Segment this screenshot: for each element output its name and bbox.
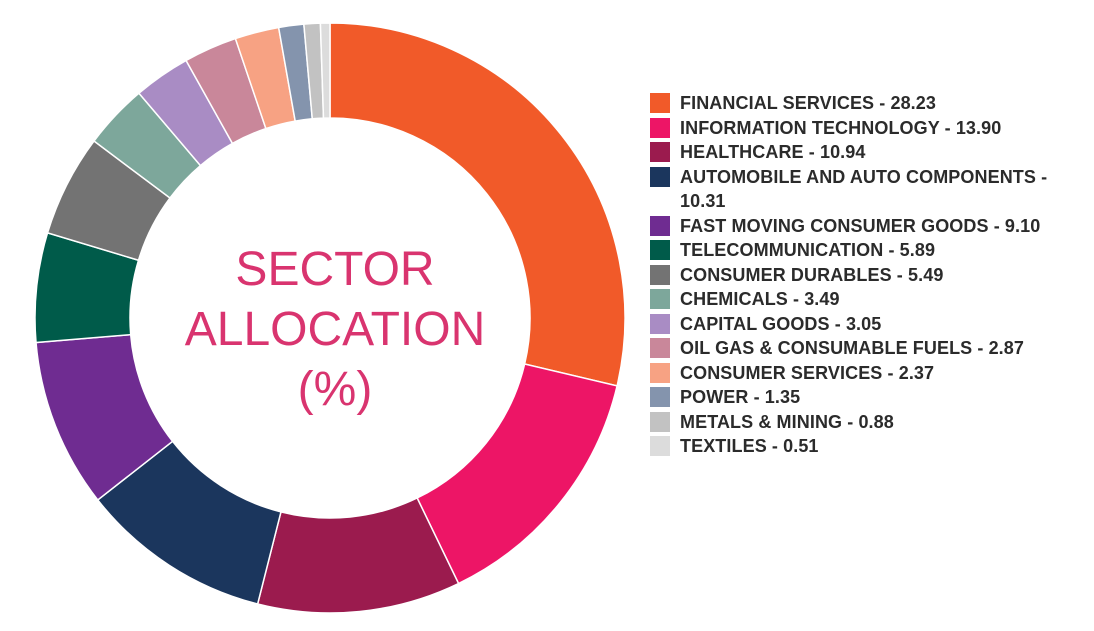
pie-slice-14 — [319, 22, 331, 119]
legend-swatch — [650, 338, 670, 358]
legend-item-6: TELECOMMUNICATION - 5.89 — [650, 238, 1090, 263]
chart-title: SECTOR ALLOCATION (%) — [150, 240, 520, 420]
legend-label: CONSUMER DURABLES - 5.49 — [680, 264, 944, 285]
chart-title-line-3: (%) — [297, 363, 373, 416]
legend-item-4: AUTOMOBILE AND AUTO COMPONENTS - 10.31 — [650, 165, 1090, 214]
legend-item-5: FAST MOVING CONSUMER GOODS - 9.10 — [650, 214, 1090, 239]
legend-item-12: POWER - 1.35 — [650, 385, 1090, 410]
legend-label: FINANCIAL SERVICES - 28.23 — [680, 93, 937, 113]
legend-label: OIL GAS & CONSUMABLE FUELS - 2.87 — [680, 338, 1025, 358]
legend-item-11: CONSUMER SERVICES - 2.37 — [650, 361, 1090, 386]
legend-item-10: OIL GAS & CONSUMABLE FUELS - 2.87 — [650, 336, 1090, 361]
legend-label: INFORMATION TECHNOLOGY - 13.90 — [680, 117, 1002, 138]
legend-label: CHEMICALS - 3.49 — [680, 289, 840, 309]
legend-item-3: HEALTHCARE - 10.94 — [650, 140, 1090, 165]
legend-swatch — [650, 411, 670, 432]
legend-item-13: METALS & MINING - 0.88 — [650, 410, 1090, 435]
legend-swatch — [650, 313, 670, 334]
legend-label: AUTOMOBILE AND AUTO COMPONENTS - 10.31 — [680, 166, 1048, 212]
legend-swatch — [650, 240, 670, 260]
chart-legend: FINANCIAL SERVICES - 28.23 INFORMATION TE… — [650, 91, 1090, 459]
legend-item-1: FINANCIAL SERVICES - 28.23 — [650, 91, 1090, 116]
legend-item-8: CHEMICALS - 3.49 — [650, 287, 1090, 312]
legend-item-9: CAPITAL GOODS - 3.05 — [650, 312, 1090, 337]
legend-swatch — [650, 215, 670, 236]
legend-swatch — [650, 436, 670, 456]
legend-label: TELECOMMUNICATION - 5.89 — [680, 240, 936, 260]
legend-swatch — [650, 362, 670, 383]
legend-swatch — [650, 387, 670, 407]
legend-swatch — [650, 166, 670, 187]
legend-item-2: INFORMATION TECHNOLOGY - 13.90 — [650, 116, 1090, 141]
chart-title-line-2: ALLOCATION — [184, 303, 486, 356]
legend-label: HEALTHCARE - 10.94 — [680, 142, 866, 162]
legend-label: CONSUMER SERVICES - 2.37 — [680, 362, 935, 383]
legend-swatch — [650, 142, 670, 162]
legend-swatch — [650, 93, 670, 113]
legend-item-7: CONSUMER DURABLES - 5.49 — [650, 263, 1090, 288]
legend-label: TEXTILES - 0.51 — [680, 436, 819, 456]
pie-slice-1 — [329, 22, 626, 387]
legend-label: CAPITAL GOODS - 3.05 — [680, 313, 882, 334]
legend-label: POWER - 1.35 — [680, 387, 801, 407]
legend-swatch — [650, 289, 670, 309]
legend-swatch — [650, 264, 670, 285]
legend-label: METALS & MINING - 0.88 — [680, 411, 894, 432]
legend-label: FAST MOVING CONSUMER GOODS - 9.10 — [680, 215, 1041, 236]
chart-title-line-1: SECTOR — [235, 243, 435, 296]
legend-swatch — [650, 117, 670, 138]
legend-item-14: TEXTILES - 0.51 — [650, 434, 1090, 459]
